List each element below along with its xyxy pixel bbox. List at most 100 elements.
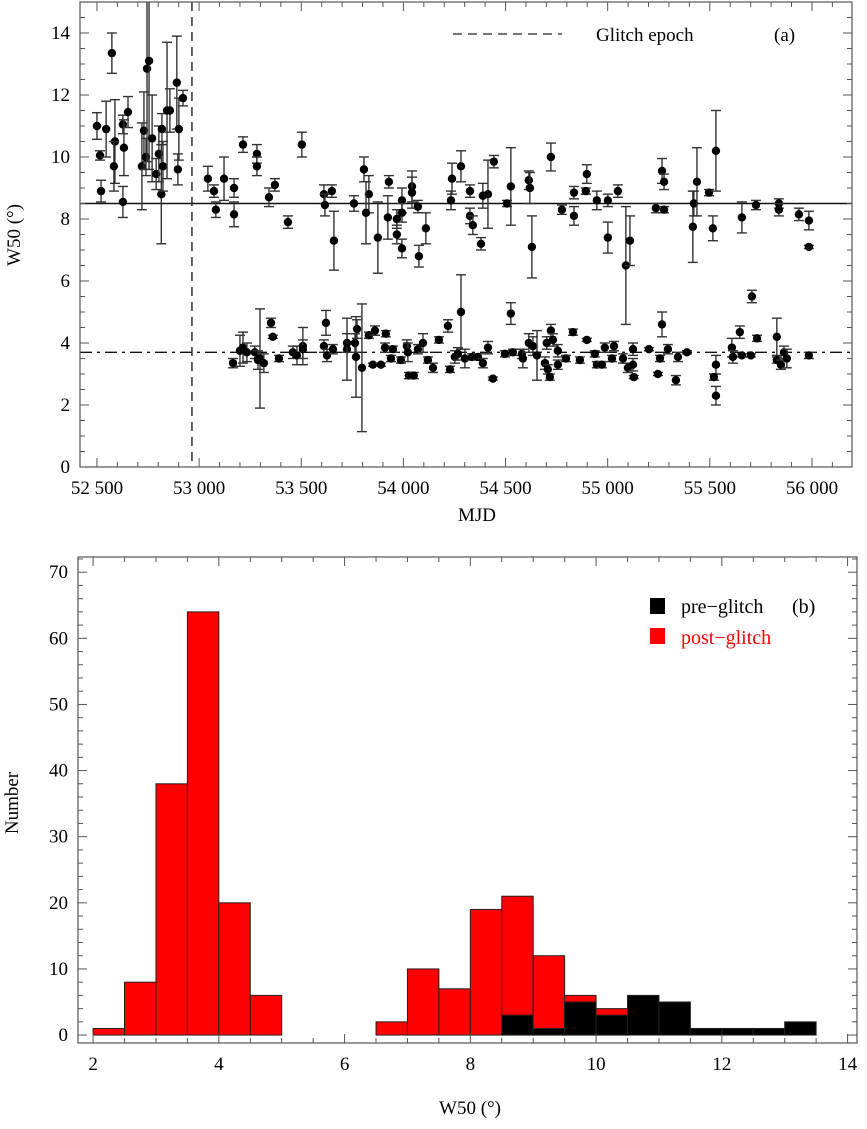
point-marker	[397, 196, 407, 205]
data-point	[369, 325, 380, 336]
data-point	[229, 177, 240, 199]
bar-post-glitch	[92, 1027, 126, 1036]
point-marker	[174, 124, 184, 134]
point-marker	[96, 186, 106, 196]
point-marker	[350, 338, 360, 348]
point-marker	[543, 365, 553, 374]
histogram-bin	[532, 955, 566, 1036]
data-point	[273, 354, 284, 363]
panel-label: (a)	[774, 25, 795, 46]
point-marker	[518, 354, 528, 363]
data-point	[736, 351, 747, 360]
point-marker	[592, 196, 602, 205]
point-marker	[629, 372, 639, 382]
bar-post-glitch	[469, 908, 503, 1036]
point-marker	[270, 180, 280, 190]
point-marker	[659, 177, 669, 186]
point-marker	[688, 222, 698, 231]
point-marker	[158, 162, 168, 171]
point-marker	[368, 360, 378, 369]
data-point	[267, 332, 278, 341]
point-marker	[711, 391, 721, 400]
point-marker	[409, 371, 419, 380]
x-axis-label: W50 (°)	[439, 1098, 501, 1119]
x-tick-label: 55 500	[684, 478, 736, 499]
x-tick-label: 56 000	[786, 478, 838, 499]
bar-pre-glitch	[658, 1001, 691, 1036]
point-marker	[456, 307, 466, 317]
histogram-bin	[249, 994, 283, 1036]
data-point	[157, 140, 168, 192]
data-point	[251, 143, 262, 164]
data-point	[793, 207, 804, 222]
data-point	[781, 348, 792, 369]
point-marker	[671, 376, 681, 385]
point-marker	[776, 360, 786, 369]
data-point	[752, 334, 763, 343]
data-point	[524, 171, 535, 205]
data-point	[591, 190, 602, 211]
point-marker	[483, 190, 493, 199]
y-tick-label: 10	[51, 147, 70, 168]
histogram-bin	[752, 1027, 786, 1036]
point-marker	[264, 193, 274, 202]
point-marker	[383, 213, 393, 222]
y-tick-label: 0	[61, 457, 71, 478]
histogram-bin	[124, 981, 157, 1036]
point-marker	[118, 120, 128, 129]
point-marker	[600, 343, 610, 352]
data-point	[708, 372, 719, 382]
histogram-bin	[658, 1001, 691, 1036]
bar-pre-glitch	[501, 1014, 534, 1036]
data-point	[352, 319, 363, 340]
histogram-bin	[375, 1021, 408, 1036]
point-marker	[752, 334, 762, 343]
point-marker	[628, 360, 638, 369]
point-marker	[692, 177, 702, 186]
x-tick-label: 4	[214, 1054, 224, 1075]
bar-post-glitch	[124, 981, 157, 1036]
data-point	[488, 154, 499, 169]
point-marker	[165, 106, 175, 115]
point-marker	[357, 363, 367, 372]
data-point	[707, 215, 718, 242]
plot-frame	[77, 556, 858, 1044]
data-point	[172, 153, 183, 186]
point-marker	[659, 205, 669, 214]
point-marker	[209, 186, 219, 196]
data-point	[581, 164, 592, 185]
data-point	[117, 114, 128, 135]
axes: 52 500 53 000 53 500 54 000 54 500 55 000 55 5…	[51, 1, 853, 499]
point-marker	[446, 196, 456, 205]
data-point	[91, 111, 102, 141]
data-point	[672, 351, 683, 363]
data-point	[238, 136, 249, 154]
point-marker	[418, 338, 428, 348]
data-point	[385, 354, 396, 363]
point-marker	[392, 230, 402, 239]
point-marker	[322, 351, 332, 360]
point-marker	[737, 351, 747, 360]
point-marker	[319, 341, 329, 351]
data-point	[408, 371, 419, 380]
point-marker	[380, 343, 390, 352]
point-marker	[421, 224, 431, 233]
data-point	[117, 185, 128, 219]
point-marker	[173, 165, 183, 174]
point-marker	[157, 124, 167, 134]
data-point	[358, 156, 369, 183]
point-marker	[708, 224, 718, 233]
y-axis-label: W50 (°)	[4, 204, 25, 266]
point-marker	[728, 352, 738, 362]
point-marker	[392, 214, 402, 224]
point-marker	[682, 348, 692, 357]
point-marker	[428, 363, 438, 372]
data-point	[202, 165, 213, 192]
data-point	[589, 349, 600, 359]
point-marker	[489, 157, 499, 166]
point-marker	[456, 162, 466, 171]
point-marker	[524, 176, 534, 185]
point-marker	[561, 354, 571, 363]
point-marker	[266, 318, 276, 328]
data-point	[173, 97, 184, 161]
